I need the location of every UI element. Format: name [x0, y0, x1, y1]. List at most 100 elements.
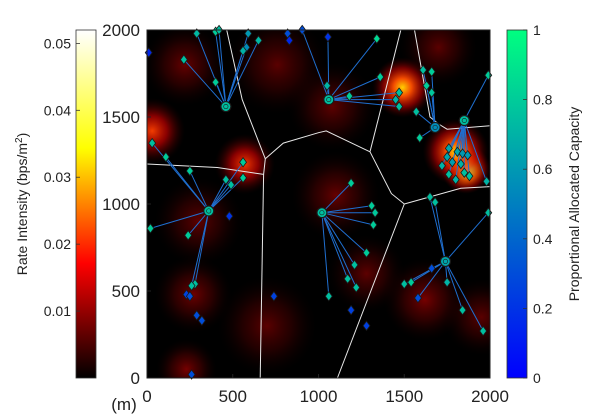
association-link	[191, 210, 210, 286]
user-marker	[463, 150, 472, 161]
user-marker	[343, 273, 352, 285]
association-link	[208, 184, 232, 212]
user-marker	[362, 247, 371, 258]
user-marker	[427, 263, 436, 274]
association-link	[218, 30, 227, 107]
x-tick-label: 1000	[300, 387, 338, 406]
x-tick-label: 0	[142, 387, 151, 406]
user-marker	[185, 165, 194, 177]
association-link	[165, 156, 210, 212]
base-stations-layer	[203, 93, 470, 268]
left-axis-label: Rate Intensity (bps/m2)	[14, 133, 31, 276]
user-marker	[458, 304, 467, 316]
association-link	[321, 182, 352, 214]
base-station-core	[461, 117, 467, 123]
association-link	[321, 212, 330, 297]
base-station-core	[326, 97, 332, 103]
heat-hotspot	[291, 151, 380, 240]
user-marker	[352, 282, 361, 293]
base-station-core	[206, 208, 212, 214]
user-marker	[415, 132, 424, 144]
user-marker	[371, 207, 380, 218]
user-marker	[146, 223, 155, 234]
user-marker	[372, 33, 381, 44]
association-link	[444, 261, 464, 311]
user-marker	[179, 54, 188, 65]
heat-hotspot	[443, 278, 490, 356]
user-marker	[443, 277, 452, 288]
user-marker	[187, 369, 196, 380]
y-tick-label: 2000	[102, 21, 140, 40]
heat-hotspot	[154, 256, 232, 333]
base-station-marker	[439, 255, 452, 268]
user-marker	[482, 176, 491, 187]
user-marker	[367, 200, 376, 212]
association-link	[321, 205, 372, 214]
association-link	[429, 196, 446, 262]
y-tick-label: 1500	[102, 108, 140, 127]
capacity-colorbar-ticks: 0 0.2 0.4 0.6 0.8 1	[523, 22, 553, 386]
intensity-colorbar	[75, 29, 97, 379]
user-marker	[192, 28, 201, 39]
heat-hotspot	[156, 339, 217, 378]
voronoi-edge	[263, 158, 266, 175]
base-station-core	[223, 104, 229, 110]
x-tick-label: 2000	[471, 387, 509, 406]
intensity-tick-label: 0.02	[44, 236, 71, 252]
association-link	[215, 31, 227, 107]
user-marker	[244, 28, 253, 39]
association-link	[417, 261, 446, 299]
intensity-colorbar-ticks: 0.01 0.02 0.03 0.04 0.05	[44, 35, 80, 319]
association-link	[321, 212, 355, 266]
voronoi-edge	[369, 151, 405, 205]
association-link	[301, 30, 330, 100]
base-station-core	[432, 124, 438, 130]
heat-hotspot	[147, 98, 186, 164]
user-marker	[211, 76, 220, 88]
user-marker	[412, 106, 421, 118]
voronoi-edge	[226, 30, 266, 159]
base-station-core	[442, 258, 448, 264]
user-marker	[227, 179, 235, 191]
association-link	[189, 170, 210, 212]
association-link	[410, 260, 446, 283]
user-marker	[391, 94, 400, 105]
base-station-marker	[203, 205, 215, 217]
user-marker	[242, 42, 251, 53]
base-station-marker	[220, 100, 232, 113]
capacity-tick-label: 0.2	[533, 300, 553, 316]
user-marker	[448, 156, 457, 168]
user-marker	[254, 35, 263, 46]
y-tick-label: 500	[112, 282, 140, 301]
association-link	[321, 212, 357, 288]
users-layer	[144, 24, 493, 380]
voronoi-edge	[336, 203, 405, 378]
user-marker	[185, 290, 194, 302]
association-link	[445, 212, 489, 262]
x-axis-ticks: 0 500 1000 1500 2000	[142, 374, 509, 406]
association-link	[463, 75, 489, 121]
user-marker	[427, 66, 436, 78]
y-tick-label: 1000	[102, 195, 140, 214]
association-link	[225, 50, 244, 107]
association-link	[208, 177, 244, 212]
capacity-tick-label: 0	[533, 370, 541, 386]
x-axis-label: (m)	[111, 395, 136, 414]
intensity-tick-label: 0.05	[44, 35, 71, 51]
user-marker	[347, 177, 356, 189]
association-link	[321, 212, 367, 254]
rate-intensity-heatmap	[147, 30, 490, 378]
user-marker	[369, 219, 378, 231]
user-marker	[239, 156, 247, 168]
user-marker	[456, 158, 465, 170]
capacity-tick-label: 0.8	[533, 92, 553, 108]
association-link	[328, 76, 381, 101]
heat-hotspot	[328, 235, 405, 313]
heat-hotspot	[147, 30, 226, 106]
association-link	[463, 120, 488, 182]
user-marker	[362, 320, 371, 332]
heat-hotspot	[227, 30, 327, 115]
user-marker	[414, 292, 422, 304]
voronoi-edge	[404, 186, 490, 205]
